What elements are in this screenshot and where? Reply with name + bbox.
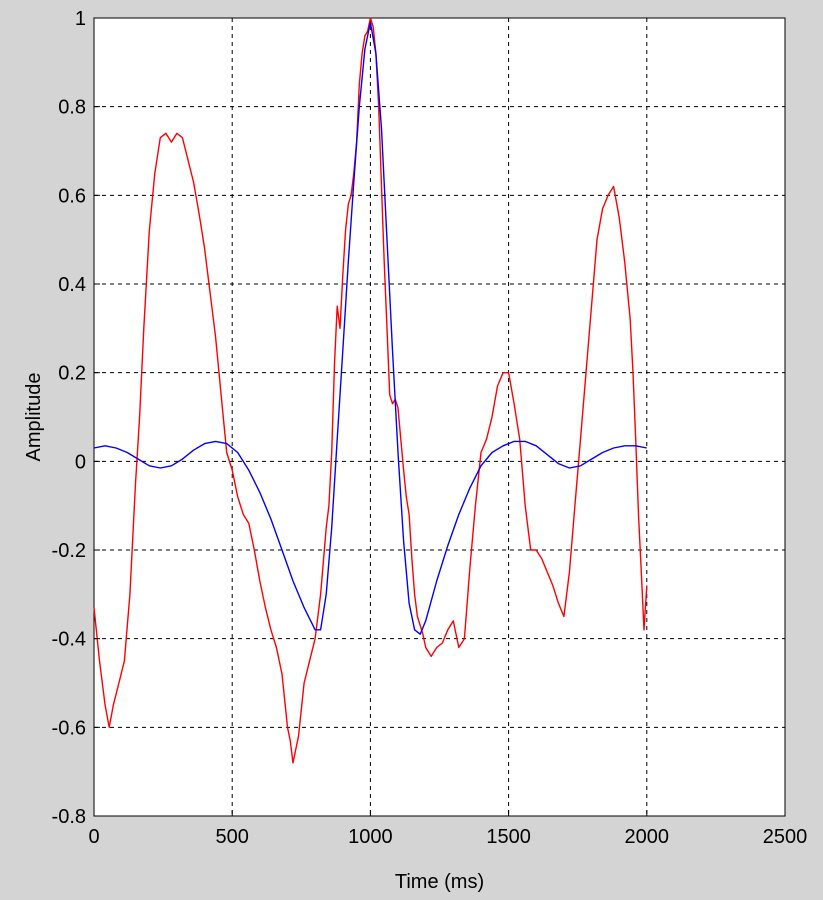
plot-area	[93, 17, 786, 817]
y-tick-label: -0.8	[52, 806, 86, 828]
series-line-2	[93, 21, 647, 635]
y-tick-label: -0.6	[52, 717, 86, 739]
x-tick-label: 2000	[625, 826, 670, 848]
x-axis-label: Time (ms)	[395, 871, 484, 893]
y-tick-label: 0	[75, 451, 86, 473]
y-tick-label: 0.4	[58, 274, 86, 296]
y-tick-label: -0.4	[52, 629, 86, 651]
series-line-1	[93, 17, 648, 764]
y-tick-label: 0.2	[58, 363, 86, 385]
y-axis-ticks: -0.8 -0.6 -0.4 -0.2 0 0.2 0.4 0.6 0.8 1	[52, 8, 100, 828]
x-tick-label: 1000	[348, 826, 393, 848]
x-tick-label: 0	[88, 826, 99, 848]
y-tick-label: 0.8	[58, 97, 86, 119]
y-tick-label: -0.2	[52, 540, 86, 562]
x-tick-label: 2500	[763, 826, 808, 848]
x-tick-label: 1500	[486, 826, 531, 848]
series-layer	[93, 17, 648, 764]
y-tick-label: 1	[75, 8, 86, 30]
y-axis-label: Amplitude	[23, 373, 45, 462]
grid-lines	[94, 18, 785, 816]
y-tick-label: 0.6	[58, 185, 86, 207]
x-tick-label: 500	[216, 826, 249, 848]
x-axis-ticks: 0 500 1000 1500 2000 2500	[88, 810, 807, 848]
